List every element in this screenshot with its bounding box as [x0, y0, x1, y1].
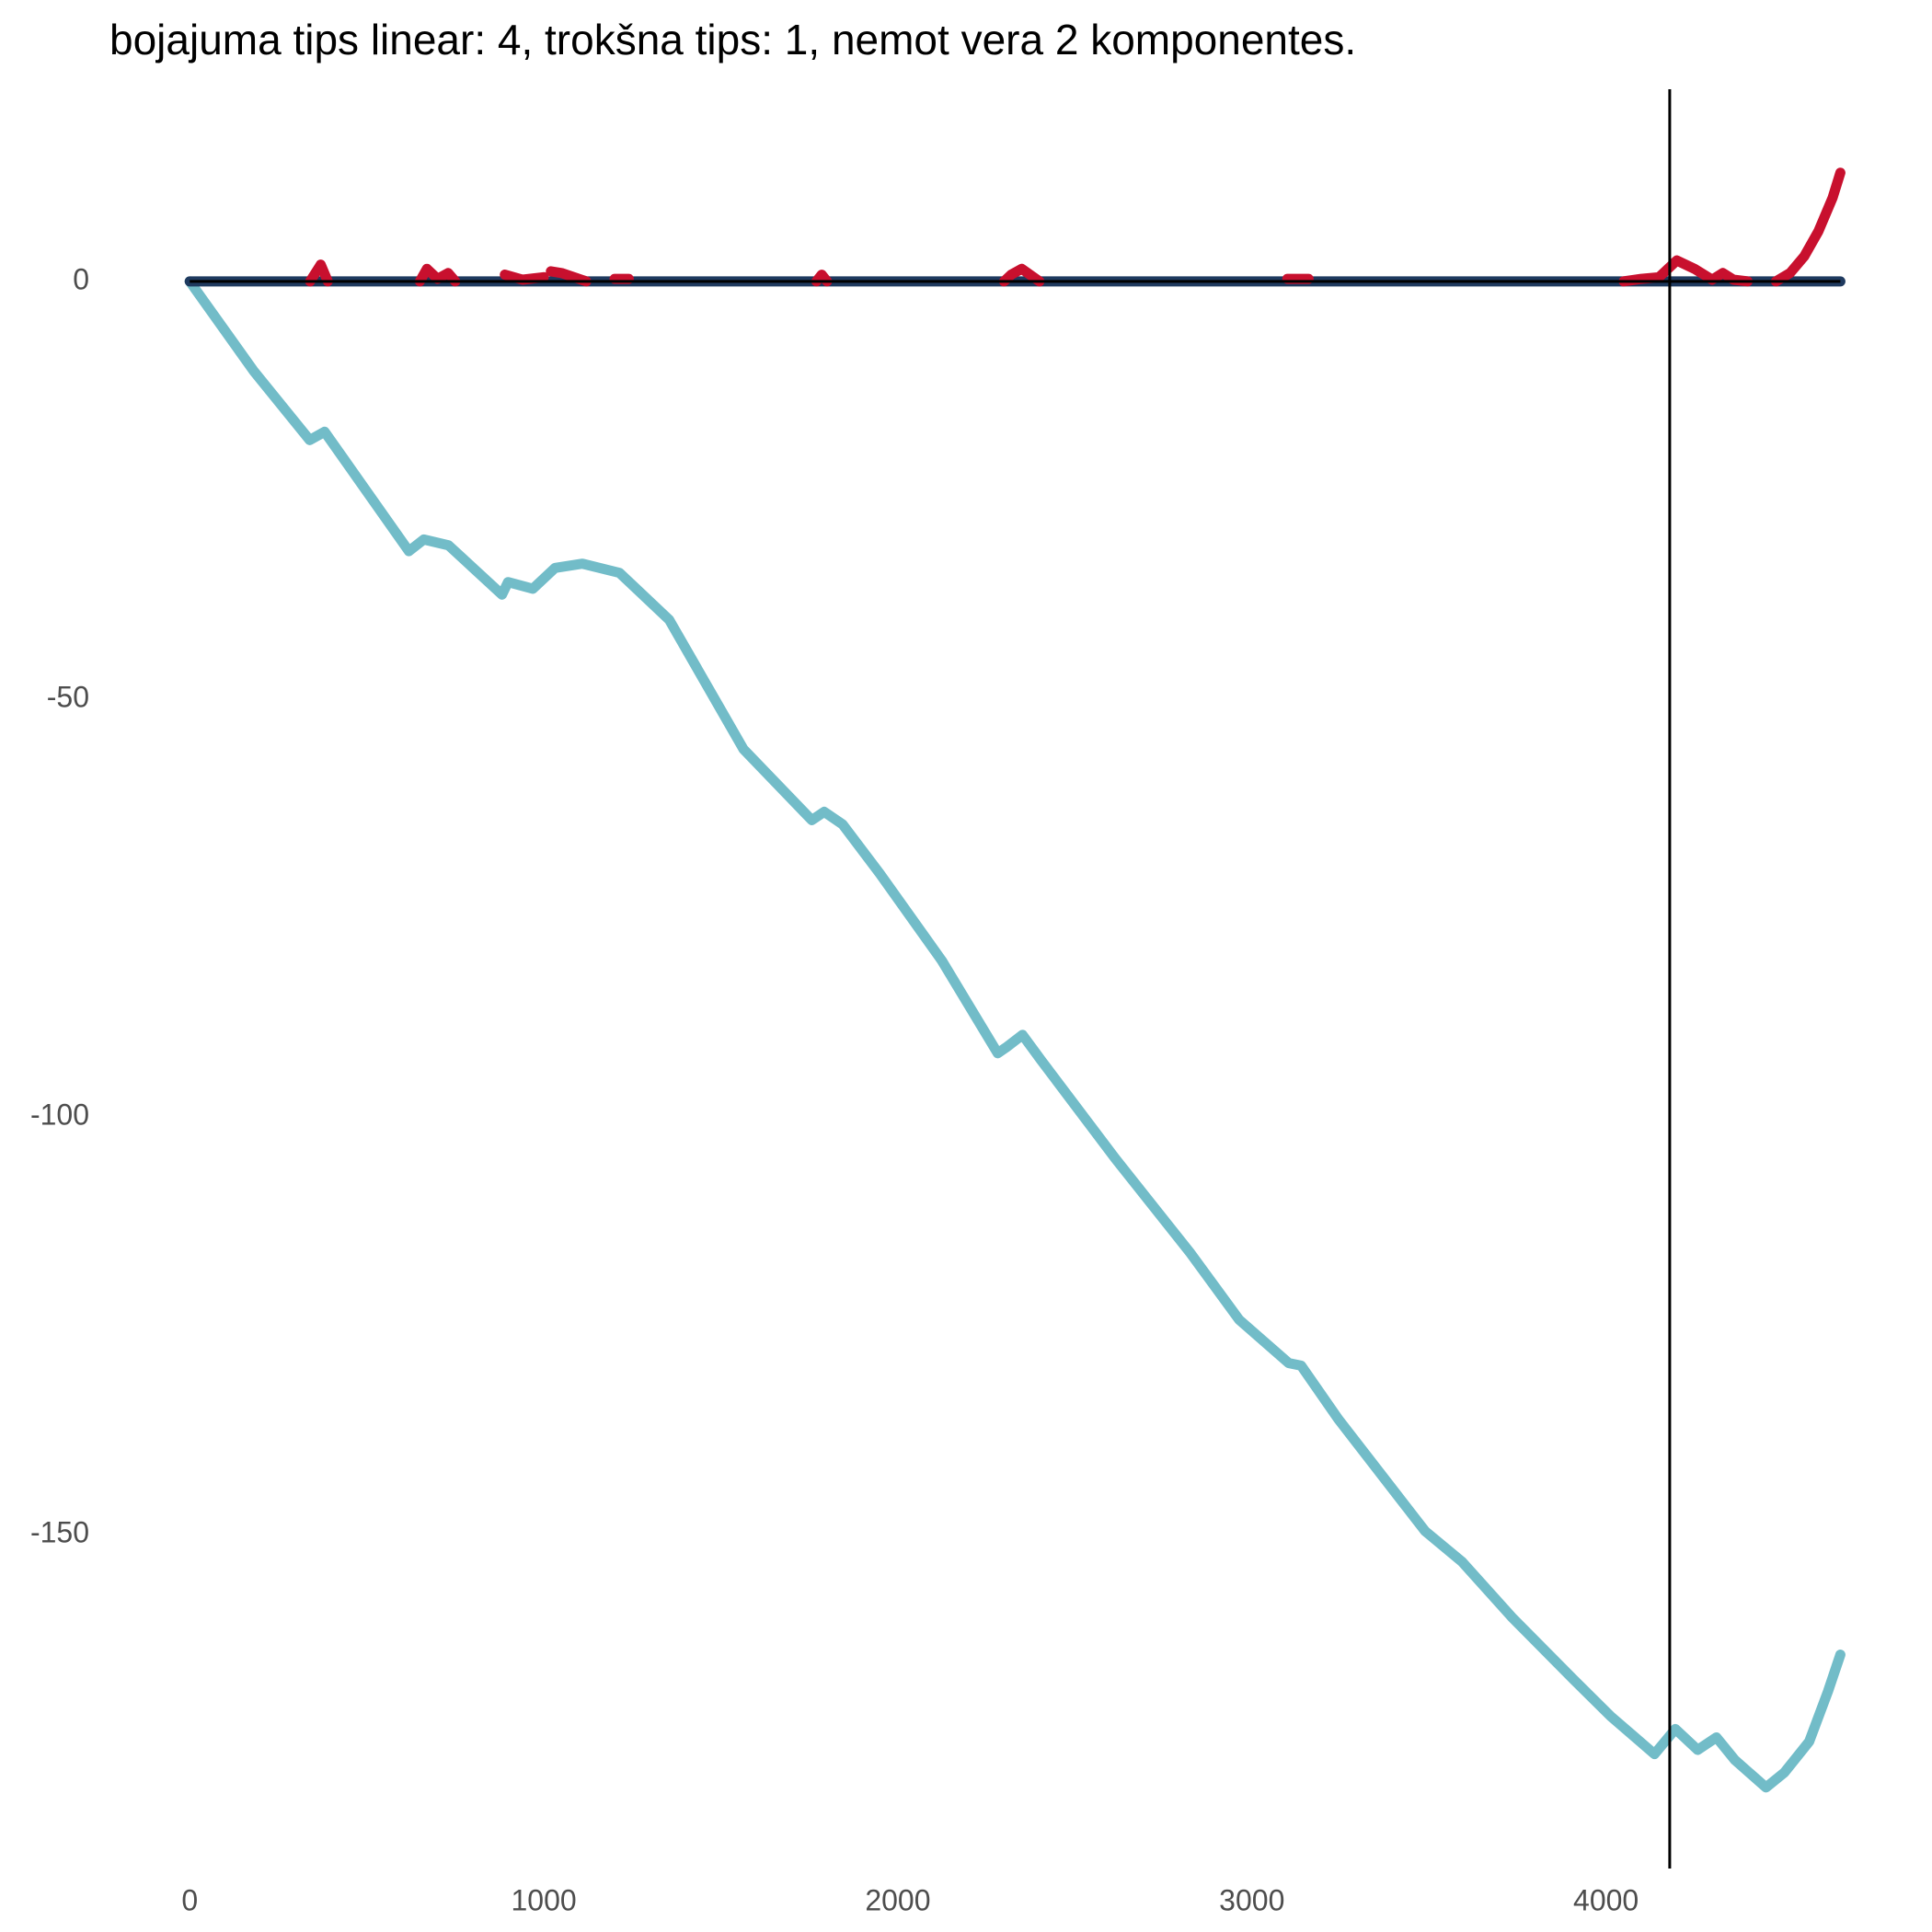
- x-tick-label: 3000: [1219, 1883, 1284, 1916]
- x-tick-label: 2000: [865, 1883, 930, 1916]
- chart-title: bojajuma tips linear: 4, trokšna tips: 1…: [109, 16, 1356, 63]
- x-tick-label: 0: [181, 1883, 198, 1916]
- y-tick-label: -100: [30, 1098, 89, 1131]
- series-line: [184, 276, 1846, 1793]
- y-tick-label: -150: [30, 1515, 89, 1548]
- y-tick-label: -50: [47, 680, 89, 713]
- y-tick-label: 0: [73, 262, 89, 295]
- x-tick-label: 1000: [511, 1883, 576, 1916]
- series-line: [305, 167, 1846, 287]
- x-tick-label: 4000: [1573, 1883, 1639, 1916]
